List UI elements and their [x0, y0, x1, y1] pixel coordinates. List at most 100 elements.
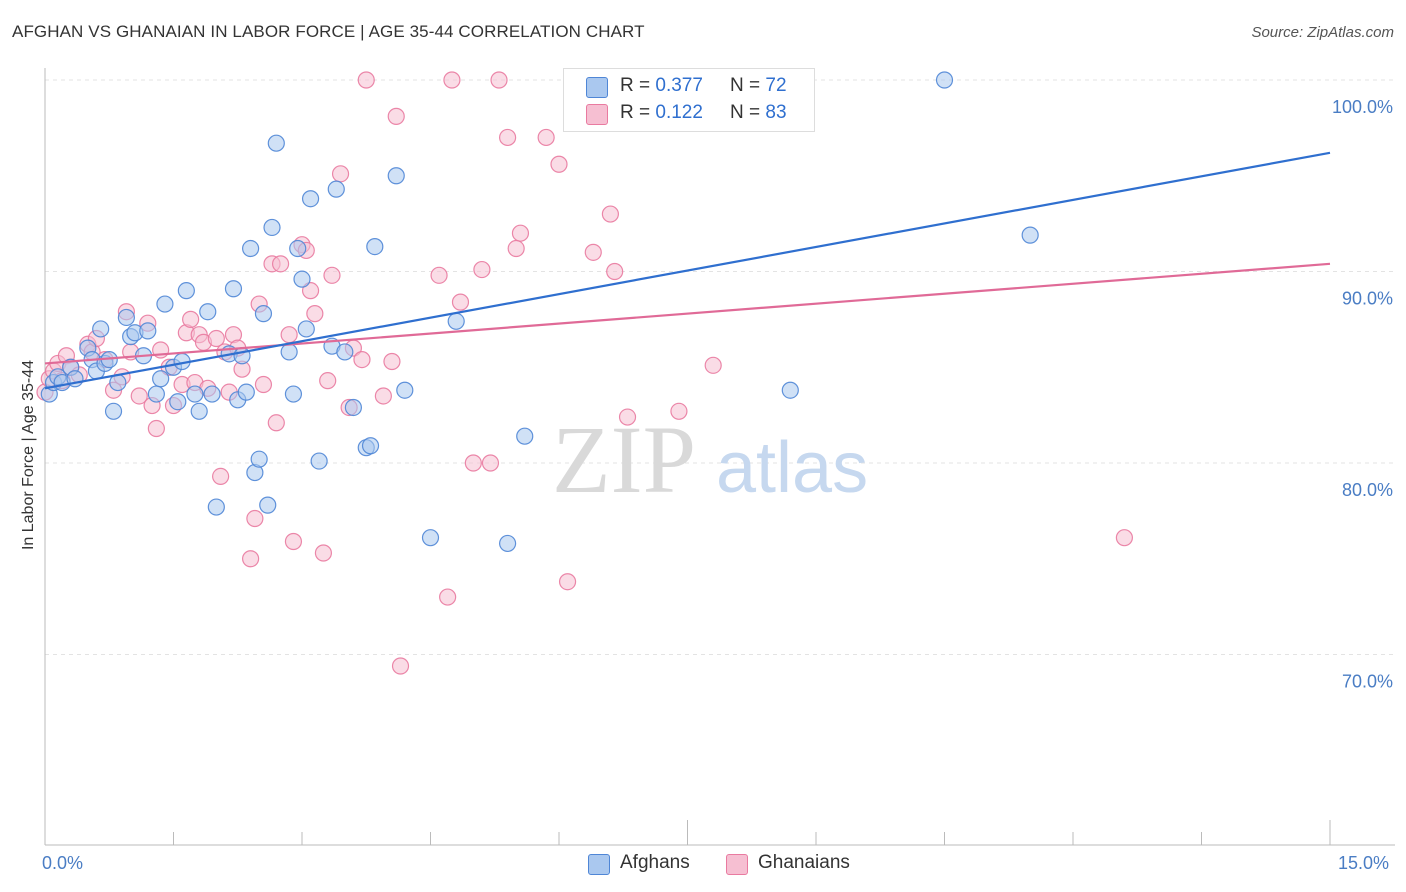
data-point: [1021, 226, 1039, 244]
data-point: [104, 402, 123, 420]
data-point: [254, 375, 273, 394]
afghans-n-label: N =: [730, 75, 761, 96]
data-point: [203, 385, 221, 403]
ghanaians-n-label: N =: [730, 102, 761, 123]
data-point: [259, 496, 277, 514]
chart-title: AFGHAN VS GHANAIAN IN LABOR FORCE | AGE …: [12, 22, 645, 41]
data-point: [152, 370, 170, 388]
data-point: [207, 498, 225, 516]
ghanaians-r-label: R =: [620, 102, 651, 123]
data-point: [250, 450, 268, 468]
data-point: [606, 262, 624, 281]
afghans-legend-label: Afghans: [620, 852, 690, 873]
data-point: [327, 180, 345, 198]
source-label: Source: ZipAtlas.com: [1251, 24, 1394, 41]
data-point: [177, 282, 195, 300]
data-point: [147, 419, 165, 438]
data-point: [242, 239, 260, 258]
data-point: [584, 243, 602, 261]
y-tick-label: 70.0%: [1342, 672, 1393, 692]
data-point: [344, 398, 362, 417]
data-point: [169, 393, 187, 411]
data-point: [670, 402, 688, 420]
ghanaians-points: [36, 71, 1134, 675]
data-point: [293, 270, 311, 288]
trend-lines: [44, 151, 1331, 390]
data-point: [242, 550, 260, 568]
afghans-legend-swatch: [588, 854, 610, 875]
ghanaians-n-value: 83: [765, 102, 787, 123]
data-point: [323, 266, 341, 284]
data-point: [357, 71, 375, 89]
data-point: [618, 408, 637, 426]
stats-legend: R = 0.377 N = 72 R = 0.122 N = 83: [563, 68, 815, 132]
data-point: [263, 218, 281, 237]
data-point: [301, 190, 320, 208]
afghans-n-value: 72: [765, 75, 787, 96]
afghans-r-label: R =: [620, 75, 651, 96]
afghans-r-value: 0.377: [655, 75, 703, 96]
data-point: [306, 305, 324, 323]
data-point: [516, 427, 534, 445]
data-point: [451, 293, 470, 311]
data-point: [537, 128, 555, 147]
data-point: [310, 452, 328, 470]
data-point: [558, 573, 577, 591]
data-point: [289, 239, 307, 258]
x-tick-max: 15.0%: [1338, 853, 1390, 873]
data-point: [447, 312, 465, 330]
data-point: [156, 295, 174, 313]
data-point: [331, 165, 350, 183]
data-point: [396, 381, 414, 399]
data-point: [147, 385, 165, 403]
data-point: [353, 350, 371, 369]
data-point: [186, 385, 204, 403]
data-point: [391, 657, 410, 675]
watermark: ZIP atlas: [552, 406, 868, 513]
data-point: [224, 280, 243, 298]
data-point: [464, 454, 482, 472]
ghanaians-trend-line: [44, 262, 1331, 365]
data-point: [499, 128, 517, 147]
ghanaians-r-value: 0.122: [655, 102, 703, 123]
data-point: [443, 71, 461, 89]
data-point: [190, 402, 208, 420]
data-point: [280, 343, 298, 361]
data-point: [430, 266, 448, 284]
data-point: [421, 529, 440, 547]
data-point: [601, 205, 620, 223]
data-point: [212, 467, 230, 486]
data-point: [704, 356, 722, 374]
y-tick-label: 90.0%: [1342, 289, 1393, 309]
data-point: [271, 255, 290, 273]
data-point: [254, 305, 273, 323]
data-point: [387, 107, 405, 125]
data-point: [1115, 529, 1134, 547]
data-point: [139, 322, 157, 340]
data-point: [319, 372, 337, 390]
data-point: [237, 383, 255, 401]
data-point: [473, 260, 491, 279]
data-point: [550, 155, 568, 173]
ghanaians-swatch: [586, 104, 608, 125]
data-point: [130, 387, 148, 405]
data-point: [117, 308, 135, 327]
ghanaians-legend-swatch: [726, 854, 748, 875]
data-point: [297, 320, 315, 338]
data-point: [199, 303, 217, 321]
data-point: [499, 534, 517, 553]
afghans-swatch: [586, 77, 608, 98]
y-tick-labels: 100.0% 90.0% 80.0% 70.0%: [1332, 97, 1393, 692]
afghans-trend-line: [44, 151, 1331, 390]
data-point: [490, 71, 508, 89]
data-point: [439, 588, 457, 606]
y-tick-label: 100.0%: [1332, 97, 1393, 117]
data-point: [781, 381, 799, 399]
data-point: [182, 310, 200, 328]
data-point: [207, 329, 225, 348]
data-point: [387, 167, 405, 185]
y-axis-label: In Labor Force | Age 35-44: [20, 359, 37, 551]
data-point: [284, 385, 303, 403]
data-point: [246, 509, 264, 528]
data-point: [374, 387, 392, 405]
